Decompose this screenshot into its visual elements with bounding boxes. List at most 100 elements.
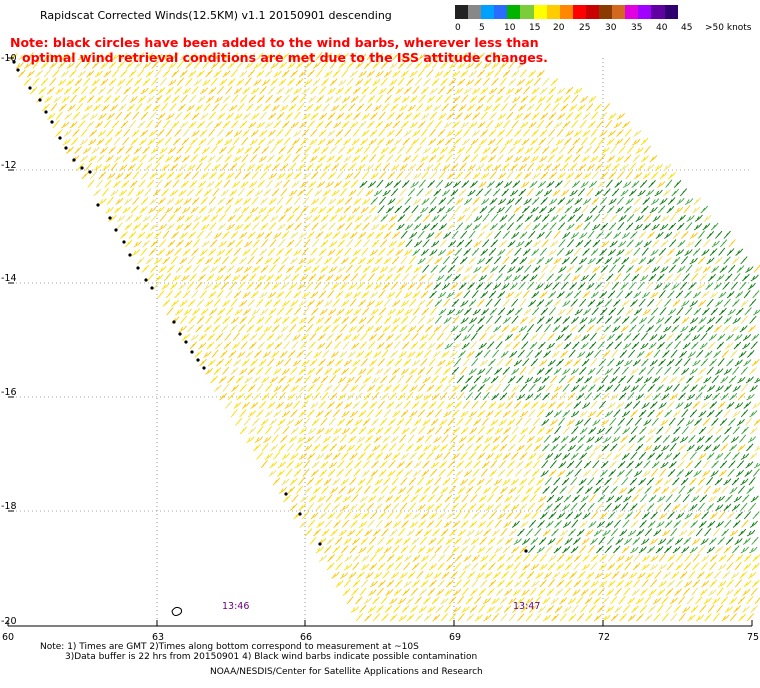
wind-barb xyxy=(372,613,381,622)
wind-barb xyxy=(424,572,434,579)
wind-barb xyxy=(732,426,740,435)
wind-barb xyxy=(319,469,328,477)
wind-barb xyxy=(182,87,192,95)
wind-barb xyxy=(627,486,636,494)
wind-barb xyxy=(345,460,354,469)
wind-barb xyxy=(446,249,455,256)
wind-barb xyxy=(539,206,547,214)
wind-barb xyxy=(723,316,732,324)
wind-barb xyxy=(698,410,707,418)
wind-barb xyxy=(480,111,488,120)
wind-barb xyxy=(284,128,292,137)
wind-barb xyxy=(539,579,547,588)
wind-barb xyxy=(312,376,321,384)
wind-barb xyxy=(336,171,344,180)
wind-barb xyxy=(370,197,378,205)
wind-barb xyxy=(609,240,618,248)
wind-barb xyxy=(264,383,273,392)
wind-barb xyxy=(513,359,522,367)
wind-barb xyxy=(304,79,313,86)
wind-barb xyxy=(510,163,518,171)
wind-barb xyxy=(633,291,642,299)
wind-barb xyxy=(522,290,530,299)
wind-barb xyxy=(616,171,625,180)
wind-barb xyxy=(735,511,743,520)
wind-barb xyxy=(291,273,300,282)
wind-barb xyxy=(221,256,230,265)
wind-barb xyxy=(623,587,631,596)
wind-barb xyxy=(309,138,318,146)
wind-barb xyxy=(675,358,683,367)
wind-barb xyxy=(296,350,305,358)
wind-barb xyxy=(202,60,210,69)
wind-barb xyxy=(118,189,128,197)
wind-barb xyxy=(222,383,230,392)
wind-barb xyxy=(350,273,359,282)
wind-barb xyxy=(682,587,690,596)
wind-barb xyxy=(660,461,669,469)
wind-barb xyxy=(346,444,355,452)
wind-barb xyxy=(682,494,690,503)
wind-barb xyxy=(178,282,187,290)
wind-barb xyxy=(248,273,257,282)
wind-barb xyxy=(448,375,456,384)
wind-barb xyxy=(120,231,128,239)
wind-barb xyxy=(402,341,410,350)
wind-barb xyxy=(479,206,488,214)
wind-barb xyxy=(664,366,672,375)
wind-barb xyxy=(348,435,357,443)
wind-barb xyxy=(218,213,227,222)
wind-barb xyxy=(276,469,285,477)
wind-barb xyxy=(528,366,536,375)
wind-barb xyxy=(451,256,459,265)
wind-barb xyxy=(634,172,643,180)
wind-barb xyxy=(468,299,477,307)
wind-barb xyxy=(670,349,678,358)
wind-barb xyxy=(400,453,409,460)
wind-barb xyxy=(620,189,629,197)
wind-barb xyxy=(431,78,440,86)
wind-barb xyxy=(246,324,255,333)
wind-barb xyxy=(342,588,351,596)
wind-barb xyxy=(413,418,422,426)
wind-barb xyxy=(276,128,284,137)
wind-barb xyxy=(340,324,348,333)
wind-barb xyxy=(430,264,438,273)
wind-barb xyxy=(287,78,295,86)
wind-barb xyxy=(314,281,322,290)
wind-barb xyxy=(309,155,318,163)
wind-barb xyxy=(519,316,528,324)
wind-barb xyxy=(260,265,269,273)
wind-barb xyxy=(392,367,401,375)
wind-barb xyxy=(281,256,289,265)
wind-barb xyxy=(287,62,296,69)
wind-barb xyxy=(402,137,411,146)
wind-barb xyxy=(366,70,375,78)
wind-barb xyxy=(168,62,177,69)
wind-barb xyxy=(329,392,338,401)
wind-barb xyxy=(629,257,639,265)
wind-barb xyxy=(372,596,380,605)
wind-barb xyxy=(459,256,468,265)
wind-barb xyxy=(541,418,550,426)
wind-barb xyxy=(443,410,452,418)
wind-barb xyxy=(196,230,204,239)
wind-barb xyxy=(356,188,364,197)
wind-barb xyxy=(659,198,668,205)
wind-barb xyxy=(497,469,506,477)
wind-barb xyxy=(519,478,528,486)
wind-barb xyxy=(580,588,589,596)
wind-barb xyxy=(440,597,449,605)
wind-barb xyxy=(613,426,621,435)
wind-barb xyxy=(532,223,541,231)
wind-barb xyxy=(490,460,498,469)
wind-barb xyxy=(175,223,184,231)
wind-barb xyxy=(667,197,676,205)
wind-barb xyxy=(256,121,265,129)
wind-barb xyxy=(348,189,357,197)
wind-barb xyxy=(367,606,376,613)
wind-barb xyxy=(490,419,499,426)
wind-barb xyxy=(129,96,138,103)
wind-barb xyxy=(282,426,290,435)
wind-barb xyxy=(561,162,569,171)
